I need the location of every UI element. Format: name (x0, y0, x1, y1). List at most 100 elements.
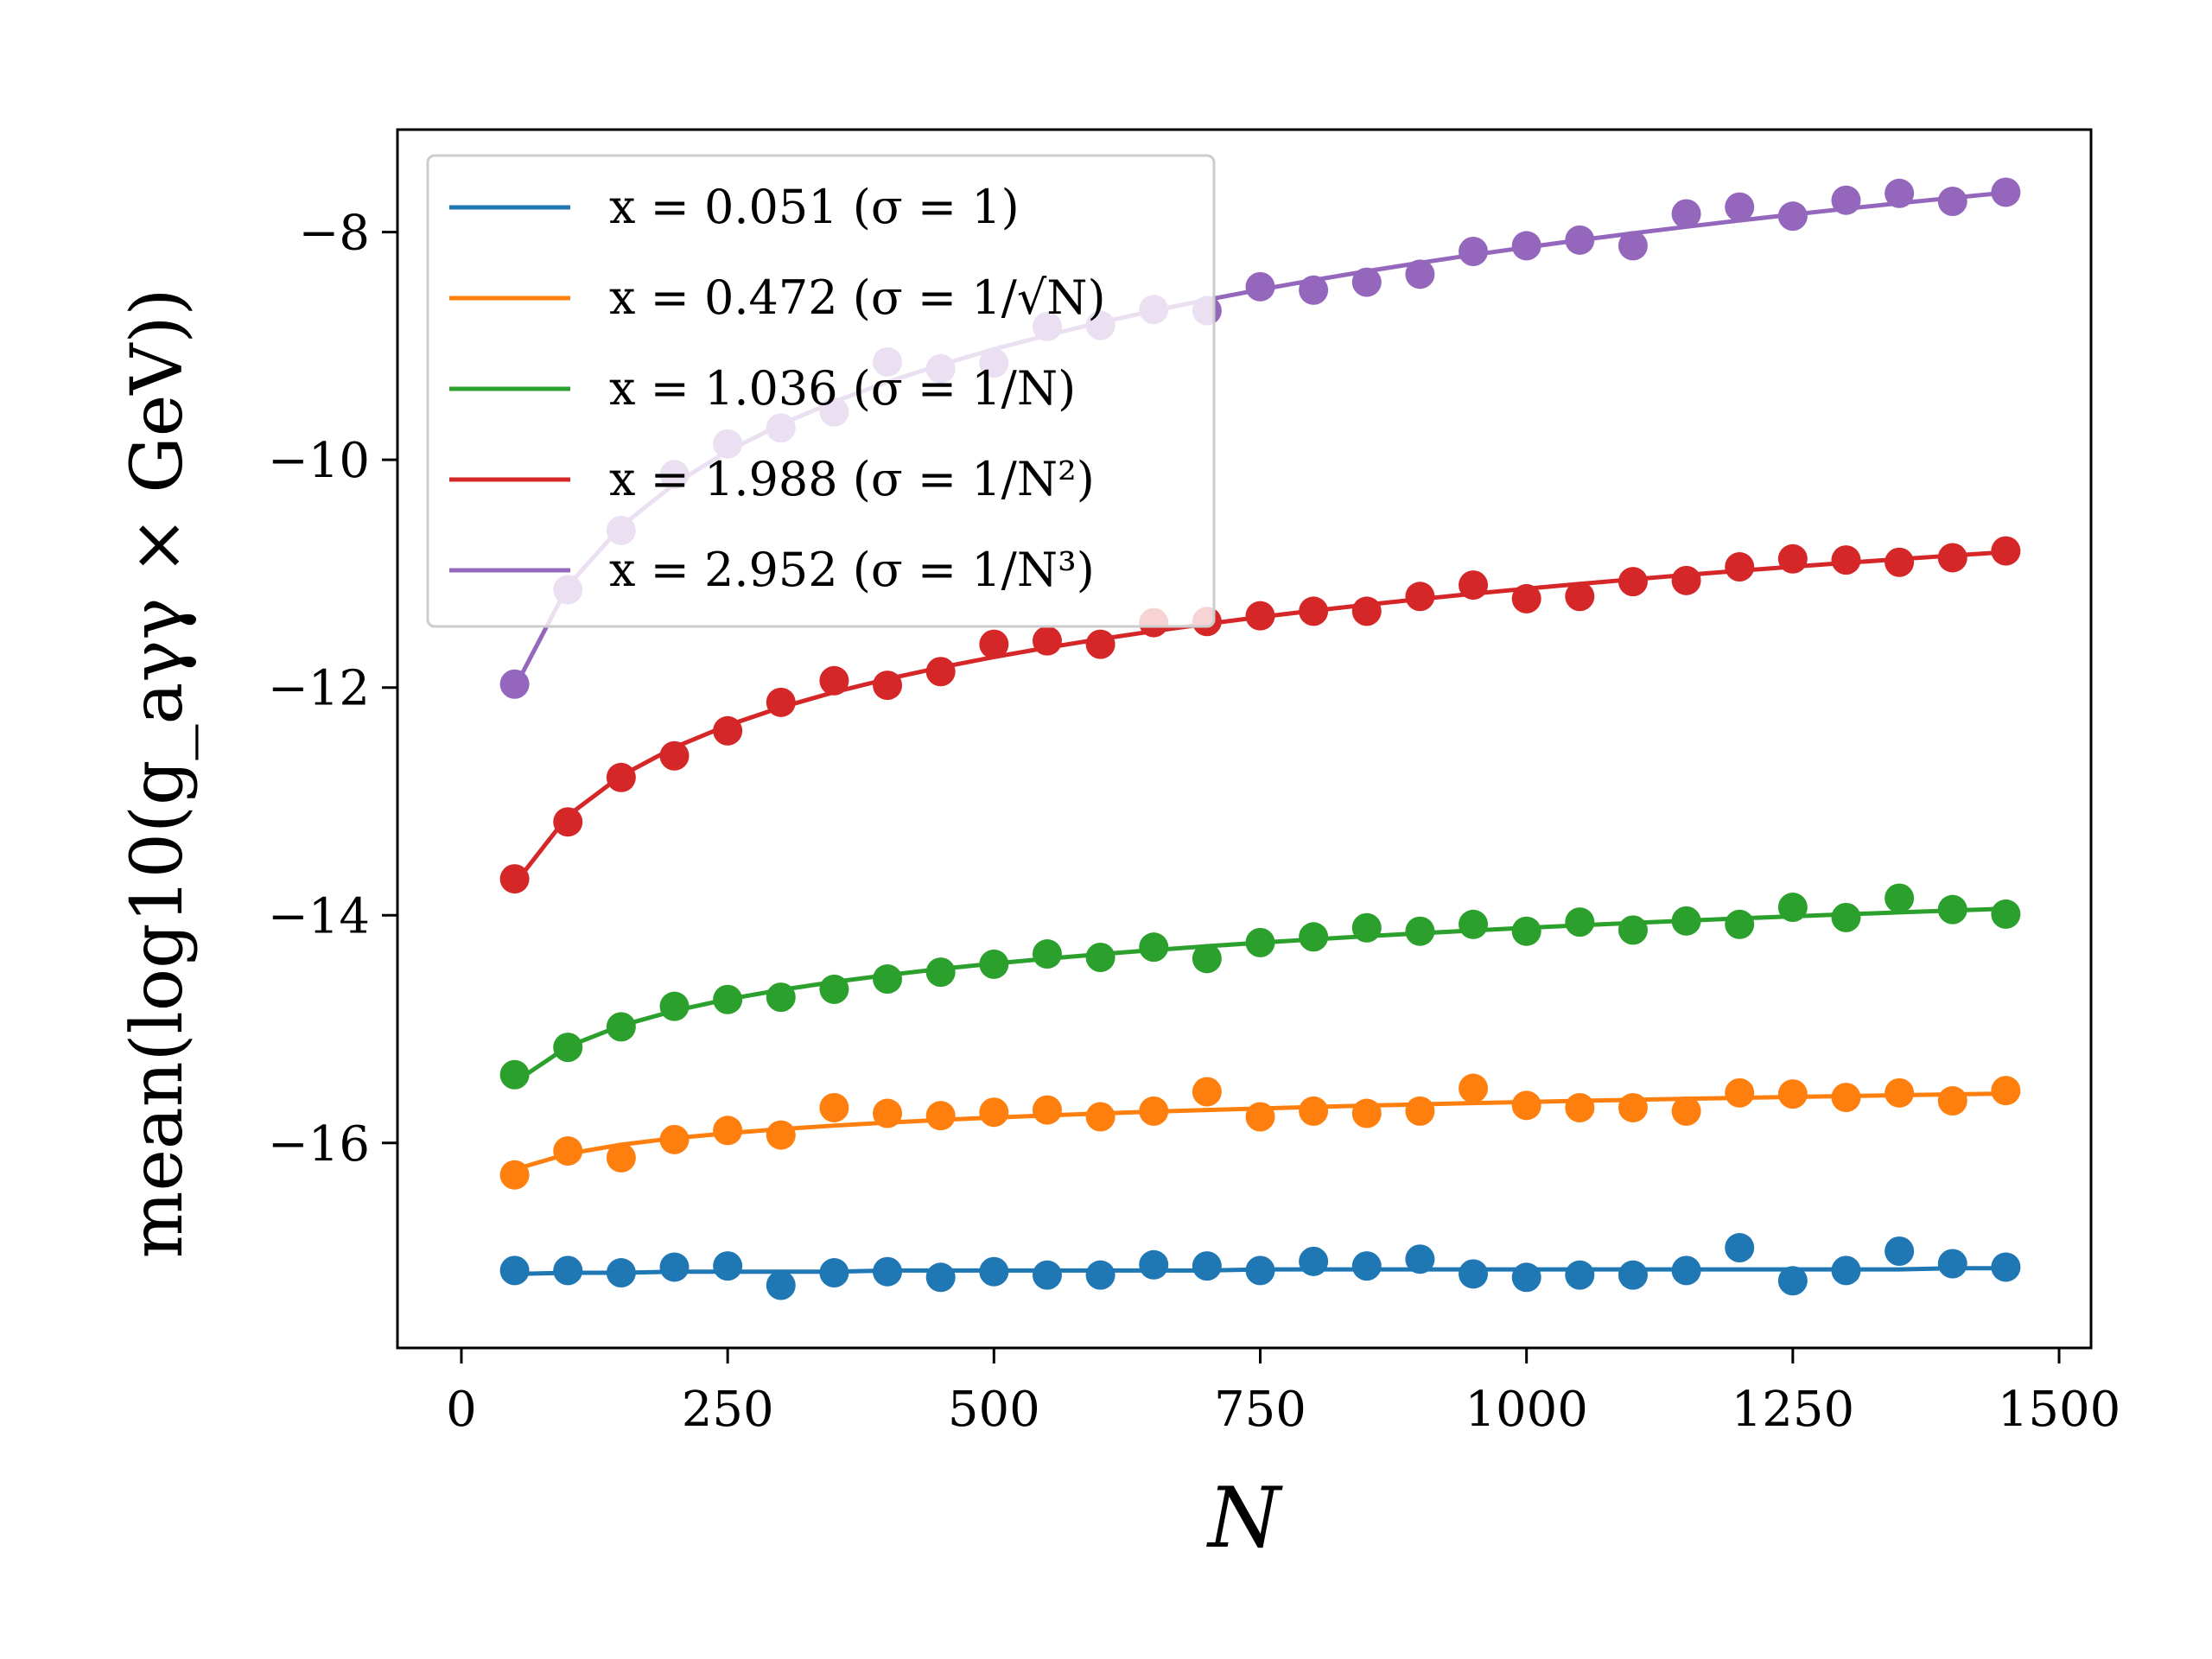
data-point-orange (1405, 1096, 1435, 1126)
data-point-red (1777, 543, 1808, 574)
data-point-red (553, 807, 583, 837)
data-point-orange (1511, 1090, 1541, 1121)
data-point-red (1459, 570, 1489, 601)
data-point-blue (713, 1251, 743, 1281)
data-point-green (1085, 943, 1116, 973)
x-tick-label: 250 (682, 1382, 774, 1438)
data-point-green (979, 949, 1009, 979)
data-point-purple (1991, 177, 2021, 207)
data-point-orange (1618, 1092, 1648, 1122)
data-point-blue (1192, 1251, 1222, 1281)
data-point-orange (1459, 1073, 1489, 1103)
data-point-green (1991, 899, 2021, 929)
data-point-purple (1725, 192, 1755, 222)
data-point-orange (1831, 1083, 1861, 1113)
legend-item-orange: x = 0.472 (σ = 1/√N) (449, 270, 1106, 325)
data-point-green (766, 982, 796, 1013)
legend-box (426, 154, 1216, 628)
legend-item-blue: x = 0.051 (σ = 1) (449, 180, 1020, 234)
data-point-green (553, 1033, 583, 1063)
data-point-green (1459, 909, 1489, 939)
data-point-red (1565, 582, 1595, 612)
data-point-red (1032, 626, 1062, 656)
data-point-green (659, 991, 690, 1021)
data-point-blue (873, 1256, 903, 1287)
data-point-blue (1937, 1249, 1967, 1279)
data-point-orange (819, 1092, 849, 1122)
series-green (499, 883, 2021, 1090)
data-point-purple (1885, 178, 1915, 208)
y-axis: −16 −14 −12 −10 −8 (268, 206, 397, 1173)
data-point-blue (1991, 1252, 2021, 1282)
x-tick-label: 1500 (1998, 1382, 2121, 1438)
data-point-blue (1139, 1249, 1169, 1280)
data-point-orange (1565, 1092, 1595, 1122)
data-point-blue (1725, 1233, 1755, 1263)
data-point-orange (1937, 1086, 1967, 1116)
data-point-blue (1618, 1260, 1648, 1290)
data-point-orange (1991, 1076, 2021, 1106)
data-point-orange (1192, 1077, 1222, 1107)
data-point-red (1085, 629, 1116, 659)
x-tick-label: 1000 (1465, 1382, 1588, 1438)
data-point-purple (1459, 237, 1489, 266)
plot-frame (396, 128, 2093, 1350)
legend-label: x = 2.952 (σ = 1/N³) (609, 543, 1095, 597)
data-point-orange (1671, 1096, 1701, 1126)
data-point-red (1671, 565, 1701, 595)
legend-item-purple: x = 2.952 (σ = 1/N³) (449, 543, 1095, 597)
data-point-purple (1299, 275, 1329, 305)
data-point-purple (1405, 259, 1435, 289)
data-point-red (1725, 552, 1755, 582)
legend-label: x = 1.988 (σ = 1/N²) (609, 452, 1095, 506)
data-point-orange (1777, 1079, 1808, 1109)
data-point-blue (925, 1262, 956, 1293)
x-tick-label: 1250 (1732, 1382, 1855, 1438)
data-point-green (1885, 883, 1915, 913)
data-point-red (659, 741, 690, 771)
data-point-blue (1085, 1260, 1116, 1290)
y-tick-label: −8 (298, 206, 370, 262)
data-point-green (1937, 894, 1967, 925)
data-point-green (1139, 932, 1169, 963)
data-point-orange (499, 1160, 530, 1190)
data-point-green (925, 957, 956, 988)
data-point-green (1671, 906, 1701, 936)
data-point-green (1192, 944, 1222, 974)
data-point-red (925, 657, 956, 687)
data-point-green (1299, 922, 1329, 952)
data-point-green (1725, 909, 1755, 939)
y-tick-label: −10 (268, 433, 370, 489)
x-axis-title: N (1206, 1470, 1283, 1567)
data-point-blue (1245, 1255, 1275, 1286)
data-point-green (499, 1059, 530, 1090)
data-point-orange (1085, 1102, 1116, 1132)
data-point-red (713, 715, 743, 746)
data-point-orange (1299, 1096, 1329, 1126)
data-point-blue (1351, 1251, 1382, 1281)
data-point-red (766, 687, 796, 717)
data-point-red (1885, 547, 1915, 577)
data-point-green (1831, 902, 1861, 932)
data-point-green (1777, 893, 1808, 923)
y-axis-title: mean(log10(g_aγγ × GeV)) (117, 289, 199, 1259)
data-point-blue (1777, 1266, 1808, 1296)
y-axis-title-group: mean(log10(g_aγγ × GeV)) (117, 289, 199, 1259)
data-point-purple (1937, 187, 1967, 217)
legend-item-red: x = 1.988 (σ = 1/N²) (449, 452, 1095, 506)
data-point-green (606, 1012, 636, 1042)
data-point-red (1351, 596, 1382, 626)
data-point-orange (606, 1142, 636, 1173)
legend-label: x = 0.051 (σ = 1) (609, 180, 1020, 234)
data-point-red (1511, 583, 1541, 613)
data-point-blue (659, 1252, 690, 1282)
data-point-green (1511, 916, 1541, 946)
data-point-red (819, 665, 849, 696)
x-tick-label: 500 (948, 1382, 1040, 1438)
data-point-purple (1511, 231, 1541, 261)
data-point-green (873, 964, 903, 995)
data-point-purple (1245, 271, 1275, 302)
data-point-red (1991, 536, 2021, 566)
legend: x = 0.051 (σ = 1) x = 0.472 (σ = 1/√N) x =… (426, 154, 1216, 628)
